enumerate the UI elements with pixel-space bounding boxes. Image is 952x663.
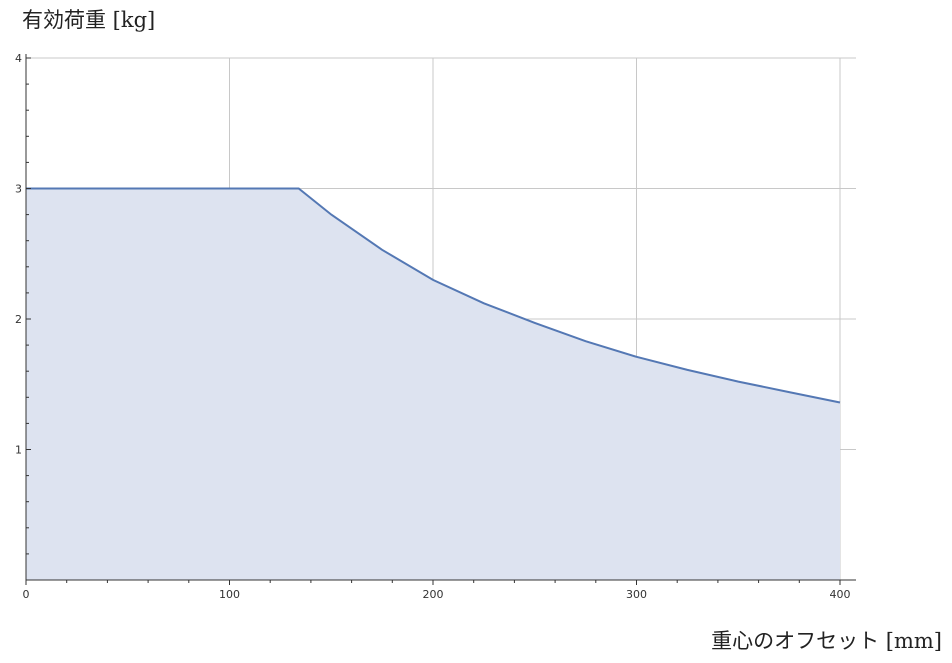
y-tick-label: 4 — [15, 52, 22, 65]
x-tick-label: 0 — [23, 588, 30, 601]
x-axis-title: 重心のオフセット [mm] — [711, 629, 942, 653]
y-axis-title: 有効荷重 [kg] — [22, 8, 156, 32]
y-tick-label: 3 — [15, 183, 22, 196]
x-tick-label: 400 — [830, 588, 851, 601]
x-tick-label: 100 — [219, 588, 240, 601]
x-tick-label: 200 — [423, 588, 444, 601]
y-tick-label: 1 — [15, 444, 22, 457]
y-tick-label: 2 — [15, 313, 22, 326]
payload-line — [26, 187, 841, 404]
x-tick-label: 300 — [626, 588, 647, 601]
axes: 0 100 200 300 400 1 2 3 4 — [15, 52, 856, 601]
payload-area — [26, 188, 840, 580]
